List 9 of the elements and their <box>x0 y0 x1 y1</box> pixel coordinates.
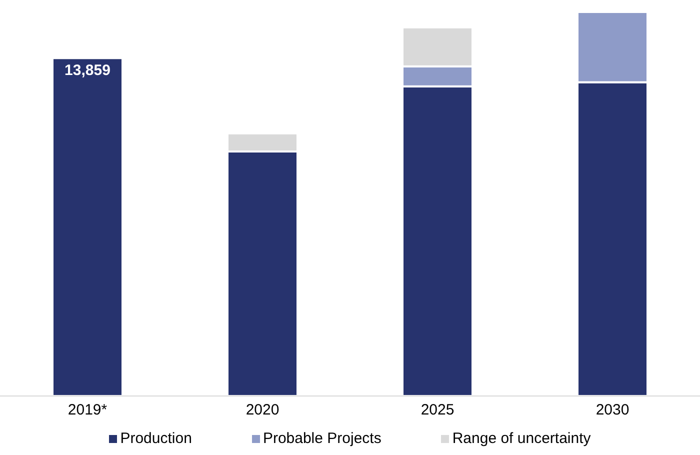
legend-label: Probable Projects <box>262 430 382 447</box>
legend-label: Production <box>119 430 192 447</box>
legend-label: Range of uncertainty <box>451 430 591 447</box>
x-tick-label: 2030 <box>596 402 630 419</box>
x-tick-label: 2019* <box>68 402 108 419</box>
x-tick-label: 2025 <box>420 402 454 419</box>
x-tick-label: 2020 <box>246 402 280 419</box>
bar <box>52 57 124 397</box>
data-label: 13,859 <box>64 62 110 79</box>
